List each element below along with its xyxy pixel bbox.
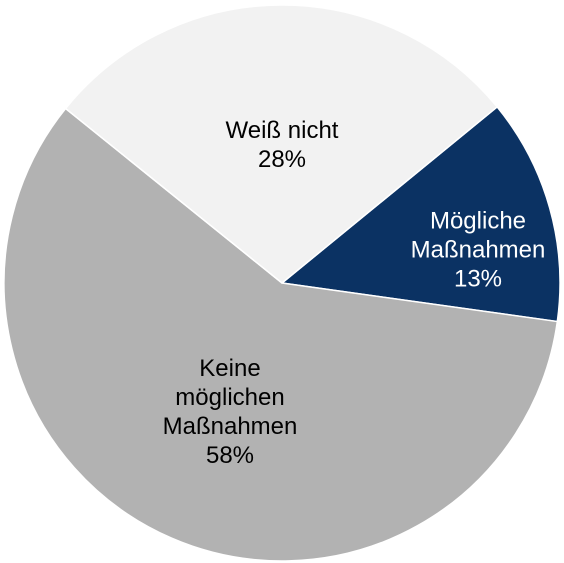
slice-label: Mögliche Maßnahmen 13% — [398, 207, 558, 294]
pie-slice — [280, 105, 561, 323]
category-label: Weiß nicht — [225, 117, 339, 144]
slice-label: Keine möglichen Maßnahmen 58% — [160, 354, 300, 470]
value-label: 28% — [257, 146, 307, 173]
category-label: Mögliche Maßnahmen — [410, 207, 546, 264]
value-label: 13% — [453, 265, 503, 293]
pie-slice — [64, 4, 499, 284]
slice-label: Weiß nicht 28% — [182, 116, 382, 174]
pie-slice — [3, 107, 559, 562]
category-label: Keine möglichen Maßnahmen — [162, 355, 298, 440]
value-label: 58% — [205, 442, 255, 469]
